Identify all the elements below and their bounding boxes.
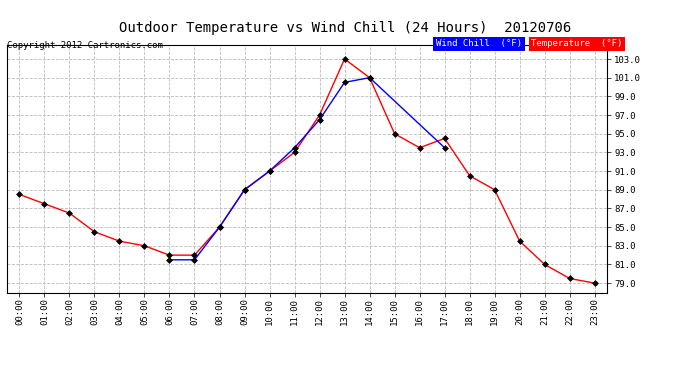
Text: Wind Chill  (°F): Wind Chill (°F) bbox=[436, 39, 522, 48]
Text: Copyright 2012 Cartronics.com: Copyright 2012 Cartronics.com bbox=[7, 41, 163, 50]
Text: Outdoor Temperature vs Wind Chill (24 Hours)  20120706: Outdoor Temperature vs Wind Chill (24 Ho… bbox=[119, 21, 571, 34]
Text: Temperature  (°F): Temperature (°F) bbox=[531, 39, 622, 48]
